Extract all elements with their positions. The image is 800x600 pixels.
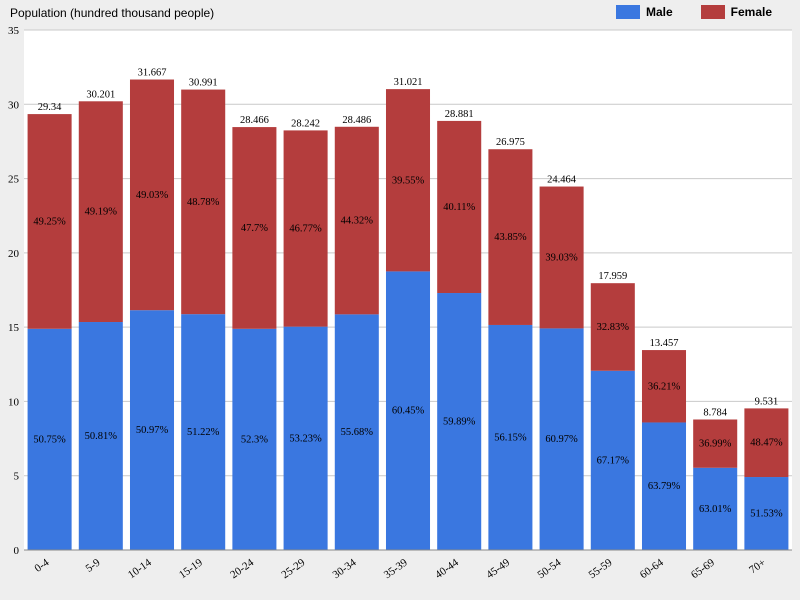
y-tick-label: 5	[14, 471, 20, 483]
bar-male-pct: 60.97%	[545, 434, 578, 445]
bar-female-pct: 39.55%	[392, 175, 425, 186]
bar-female-pct: 49.03%	[136, 190, 169, 201]
bar-female-pct: 48.47%	[750, 438, 783, 449]
y-tick-label: 0	[14, 545, 20, 557]
bar-male-pct: 55.68%	[341, 427, 374, 438]
bar-total-label: 8.784	[703, 407, 727, 418]
bar-male-pct: 53.23%	[289, 433, 322, 444]
bar-female-pct: 40.11%	[443, 202, 475, 213]
bar-total-label: 31.667	[138, 68, 167, 79]
bar-male-pct: 56.15%	[494, 432, 527, 443]
bar-total-label: 28.881	[445, 109, 474, 120]
bar-male-pct: 51.22%	[187, 427, 220, 438]
legend: Male Female	[616, 5, 772, 19]
bar-male-pct: 51.53%	[750, 509, 783, 520]
y-tick-label: 10	[8, 396, 20, 408]
bar-female-pct: 49.19%	[85, 207, 118, 218]
bar-female-pct: 44.32%	[341, 216, 374, 227]
bar-female-pct: 48.78%	[187, 197, 220, 208]
legend-swatch-female	[701, 5, 725, 19]
bar-male-pct: 60.45%	[392, 406, 425, 417]
bar-male-pct: 50.81%	[85, 431, 118, 442]
bar-total-label: 30.991	[189, 78, 218, 89]
bar-total-label: 29.34	[38, 102, 62, 113]
bar-total-label: 13.457	[650, 338, 679, 349]
bar-female-pct: 36.99%	[699, 439, 732, 450]
bar-total-label: 30.201	[86, 89, 115, 100]
bar-male-pct: 67.17%	[597, 455, 630, 466]
bar-male-pct: 59.89%	[443, 417, 476, 428]
y-tick-label: 15	[8, 322, 20, 334]
bar-female-pct: 32.83%	[597, 322, 630, 333]
bar-male-pct: 50.75%	[33, 434, 66, 445]
y-tick-label: 30	[8, 99, 20, 111]
bar-female-pct: 46.77%	[289, 224, 322, 235]
bar-female-pct: 47.7%	[241, 223, 268, 234]
legend-item-female: Female	[701, 5, 772, 19]
bar-female-pct: 36.21%	[648, 381, 681, 392]
legend-label-male: Male	[646, 5, 673, 19]
bar-total-label: 24.464	[547, 175, 577, 186]
bar-total-label: 28.486	[342, 115, 371, 126]
y-tick-label: 20	[8, 248, 20, 260]
y-tick-label: 25	[8, 174, 20, 186]
chart-svg: 0510152025303529.3449.25%50.75%0-430.201…	[0, 0, 800, 600]
legend-label-female: Female	[731, 5, 772, 19]
bar-male-pct: 50.97%	[136, 425, 169, 436]
bar-female-pct: 43.85%	[494, 232, 527, 243]
bar-total-label: 28.466	[240, 115, 269, 126]
bar-male-pct: 63.01%	[699, 504, 732, 515]
bar-female-pct: 49.25%	[33, 216, 66, 227]
bar-total-label: 28.242	[291, 118, 320, 129]
bar-total-label: 9.531	[755, 396, 779, 407]
legend-item-male: Male	[616, 5, 673, 19]
bar-male-pct: 52.3%	[241, 434, 268, 445]
bar-total-label: 31.021	[394, 77, 423, 88]
chart-title: Population (hundred thousand people)	[10, 6, 214, 20]
bar-female-pct: 39.03%	[545, 252, 578, 263]
bar-total-label: 26.975	[496, 137, 525, 148]
bar-total-label: 17.959	[598, 271, 627, 282]
y-tick-label: 35	[8, 25, 20, 37]
population-chart: 0510152025303529.3449.25%50.75%0-430.201…	[0, 0, 800, 600]
legend-swatch-male	[616, 5, 640, 19]
bar-male-pct: 63.79%	[648, 481, 681, 492]
